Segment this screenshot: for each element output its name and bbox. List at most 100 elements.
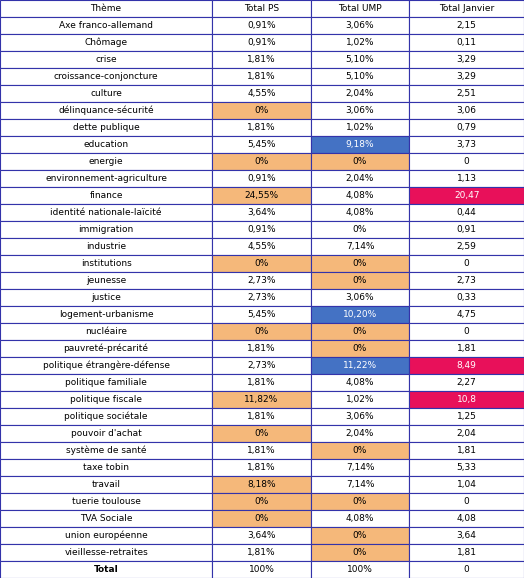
Text: finance: finance bbox=[90, 191, 123, 200]
Bar bbox=[0, 34, 212, 51]
Bar bbox=[0, 510, 212, 527]
Bar bbox=[409, 68, 524, 85]
Bar bbox=[212, 357, 311, 374]
Bar bbox=[409, 561, 524, 578]
Bar bbox=[311, 391, 409, 408]
Text: pauvreté-précarité: pauvreté-précarité bbox=[63, 344, 149, 353]
Text: 1,04: 1,04 bbox=[457, 480, 476, 489]
Text: Total PS: Total PS bbox=[244, 4, 279, 13]
Text: travail: travail bbox=[92, 480, 121, 489]
Bar bbox=[212, 68, 311, 85]
Text: 24,55%: 24,55% bbox=[244, 191, 279, 200]
Bar bbox=[409, 153, 524, 170]
Text: 1,02%: 1,02% bbox=[346, 38, 374, 47]
Bar bbox=[212, 0, 311, 17]
Text: système de santé: système de santé bbox=[66, 446, 146, 455]
Bar bbox=[0, 17, 212, 34]
Bar bbox=[409, 323, 524, 340]
Text: 0,79: 0,79 bbox=[456, 123, 477, 132]
Text: 0%: 0% bbox=[254, 514, 269, 523]
Text: Total: Total bbox=[94, 565, 118, 574]
Text: 2,73%: 2,73% bbox=[247, 276, 276, 285]
Bar bbox=[212, 136, 311, 153]
Text: 2,73%: 2,73% bbox=[247, 361, 276, 370]
Text: 20,47: 20,47 bbox=[454, 191, 479, 200]
Text: 0%: 0% bbox=[353, 157, 367, 166]
Text: politique fiscale: politique fiscale bbox=[70, 395, 142, 404]
Text: 0,11: 0,11 bbox=[456, 38, 477, 47]
Text: 10,20%: 10,20% bbox=[343, 310, 377, 319]
Text: 3,06%: 3,06% bbox=[346, 21, 374, 30]
Text: 0%: 0% bbox=[254, 429, 269, 438]
Text: politique étrangère-défense: politique étrangère-défense bbox=[42, 361, 170, 370]
Bar bbox=[311, 476, 409, 493]
Text: 3,73: 3,73 bbox=[456, 140, 477, 149]
Text: 2,59: 2,59 bbox=[457, 242, 476, 251]
Text: 0,91%: 0,91% bbox=[247, 225, 276, 234]
Bar bbox=[212, 289, 311, 306]
Bar bbox=[409, 136, 524, 153]
Text: 2,04%: 2,04% bbox=[346, 174, 374, 183]
Text: 1,02%: 1,02% bbox=[346, 395, 374, 404]
Text: délinquance-sécurité: délinquance-sécurité bbox=[58, 106, 154, 115]
Bar bbox=[212, 527, 311, 544]
Text: identité nationale-laïcité: identité nationale-laïcité bbox=[50, 208, 162, 217]
Bar bbox=[212, 340, 311, 357]
Text: education: education bbox=[83, 140, 129, 149]
Text: 2,27: 2,27 bbox=[457, 378, 476, 387]
Text: environnement-agriculture: environnement-agriculture bbox=[45, 174, 167, 183]
Bar bbox=[0, 561, 212, 578]
Text: 0%: 0% bbox=[254, 157, 269, 166]
Text: 0: 0 bbox=[464, 565, 470, 574]
Bar bbox=[311, 0, 409, 17]
Bar bbox=[212, 493, 311, 510]
Text: 0%: 0% bbox=[254, 259, 269, 268]
Bar bbox=[311, 544, 409, 561]
Text: 5,45%: 5,45% bbox=[247, 310, 276, 319]
Text: vieillesse-retraites: vieillesse-retraites bbox=[64, 548, 148, 557]
Bar bbox=[0, 85, 212, 102]
Bar bbox=[212, 442, 311, 459]
Text: 1,13: 1,13 bbox=[456, 174, 477, 183]
Bar bbox=[212, 323, 311, 340]
Bar bbox=[212, 187, 311, 204]
Text: 2,04%: 2,04% bbox=[346, 429, 374, 438]
Bar bbox=[311, 510, 409, 527]
Text: 9,18%: 9,18% bbox=[346, 140, 374, 149]
Text: 0%: 0% bbox=[254, 497, 269, 506]
Bar bbox=[0, 493, 212, 510]
Text: Chômage: Chômage bbox=[84, 38, 128, 47]
Text: industrie: industrie bbox=[86, 242, 126, 251]
Bar bbox=[0, 119, 212, 136]
Text: 1,81%: 1,81% bbox=[247, 446, 276, 455]
Bar bbox=[311, 221, 409, 238]
Bar bbox=[311, 153, 409, 170]
Bar bbox=[0, 425, 212, 442]
Text: 1,81%: 1,81% bbox=[247, 412, 276, 421]
Bar bbox=[212, 544, 311, 561]
Bar bbox=[311, 255, 409, 272]
Text: 7,14%: 7,14% bbox=[346, 242, 374, 251]
Text: 3,29: 3,29 bbox=[457, 55, 476, 64]
Bar bbox=[212, 408, 311, 425]
Bar bbox=[311, 187, 409, 204]
Bar bbox=[311, 34, 409, 51]
Bar bbox=[212, 221, 311, 238]
Bar bbox=[311, 425, 409, 442]
Bar bbox=[0, 357, 212, 374]
Bar bbox=[311, 102, 409, 119]
Bar bbox=[311, 238, 409, 255]
Bar bbox=[311, 306, 409, 323]
Bar bbox=[0, 391, 212, 408]
Text: 8,49: 8,49 bbox=[457, 361, 476, 370]
Text: tuerie toulouse: tuerie toulouse bbox=[72, 497, 140, 506]
Bar bbox=[311, 527, 409, 544]
Bar bbox=[311, 204, 409, 221]
Text: nucléaire: nucléaire bbox=[85, 327, 127, 336]
Text: 1,02%: 1,02% bbox=[346, 123, 374, 132]
Bar bbox=[409, 340, 524, 357]
Bar bbox=[212, 204, 311, 221]
Bar bbox=[311, 119, 409, 136]
Text: Total UMP: Total UMP bbox=[338, 4, 382, 13]
Bar bbox=[409, 34, 524, 51]
